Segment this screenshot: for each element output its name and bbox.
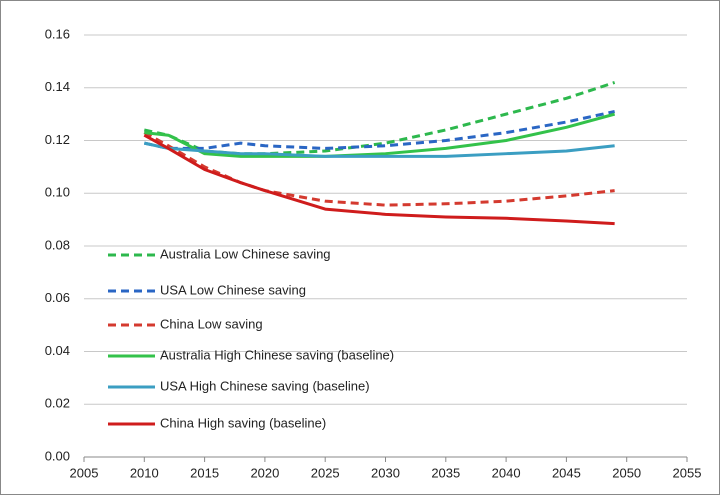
legend-label: China Low saving bbox=[160, 316, 263, 331]
series-line bbox=[143, 133, 615, 226]
x-tick-label: 2055 bbox=[673, 465, 702, 480]
x-tick-label: 2030 bbox=[371, 465, 400, 480]
x-tick-label: 2025 bbox=[311, 465, 340, 480]
legend-label: USA High Chinese saving (baseline) bbox=[160, 378, 370, 393]
x-tick-label: 2010 bbox=[130, 465, 159, 480]
x-tick-label: 2035 bbox=[431, 465, 460, 480]
x-tick-label: 2040 bbox=[492, 465, 521, 480]
y-tick-label: 0.10 bbox=[45, 185, 70, 200]
y-tick-label: 0.00 bbox=[45, 448, 70, 463]
series-line bbox=[143, 131, 615, 207]
y-tick-label: 0.02 bbox=[45, 396, 70, 411]
y-tick-label: 0.04 bbox=[45, 343, 70, 358]
legend-label: Australia High Chinese saving (baseline) bbox=[160, 347, 394, 362]
legend-label: China High saving (baseline) bbox=[160, 415, 326, 430]
legend-label: USA Low Chinese saving bbox=[160, 282, 306, 297]
series-line bbox=[143, 141, 615, 158]
x-tick-label: 2045 bbox=[552, 465, 581, 480]
y-tick-label: 0.08 bbox=[45, 237, 70, 252]
y-tick-label: 0.16 bbox=[45, 26, 70, 41]
legend-label: Australia Low Chinese saving bbox=[160, 246, 331, 261]
series-line bbox=[143, 81, 616, 156]
y-tick-label: 0.12 bbox=[45, 132, 70, 147]
x-tick-label: 2015 bbox=[190, 465, 219, 480]
y-tick-label: 0.14 bbox=[45, 79, 70, 94]
x-tick-label: 2005 bbox=[70, 465, 99, 480]
series-line bbox=[143, 110, 615, 150]
y-tick-label: 0.06 bbox=[45, 290, 70, 305]
x-tick-label: 2050 bbox=[612, 465, 641, 480]
x-tick-label: 2020 bbox=[250, 465, 279, 480]
